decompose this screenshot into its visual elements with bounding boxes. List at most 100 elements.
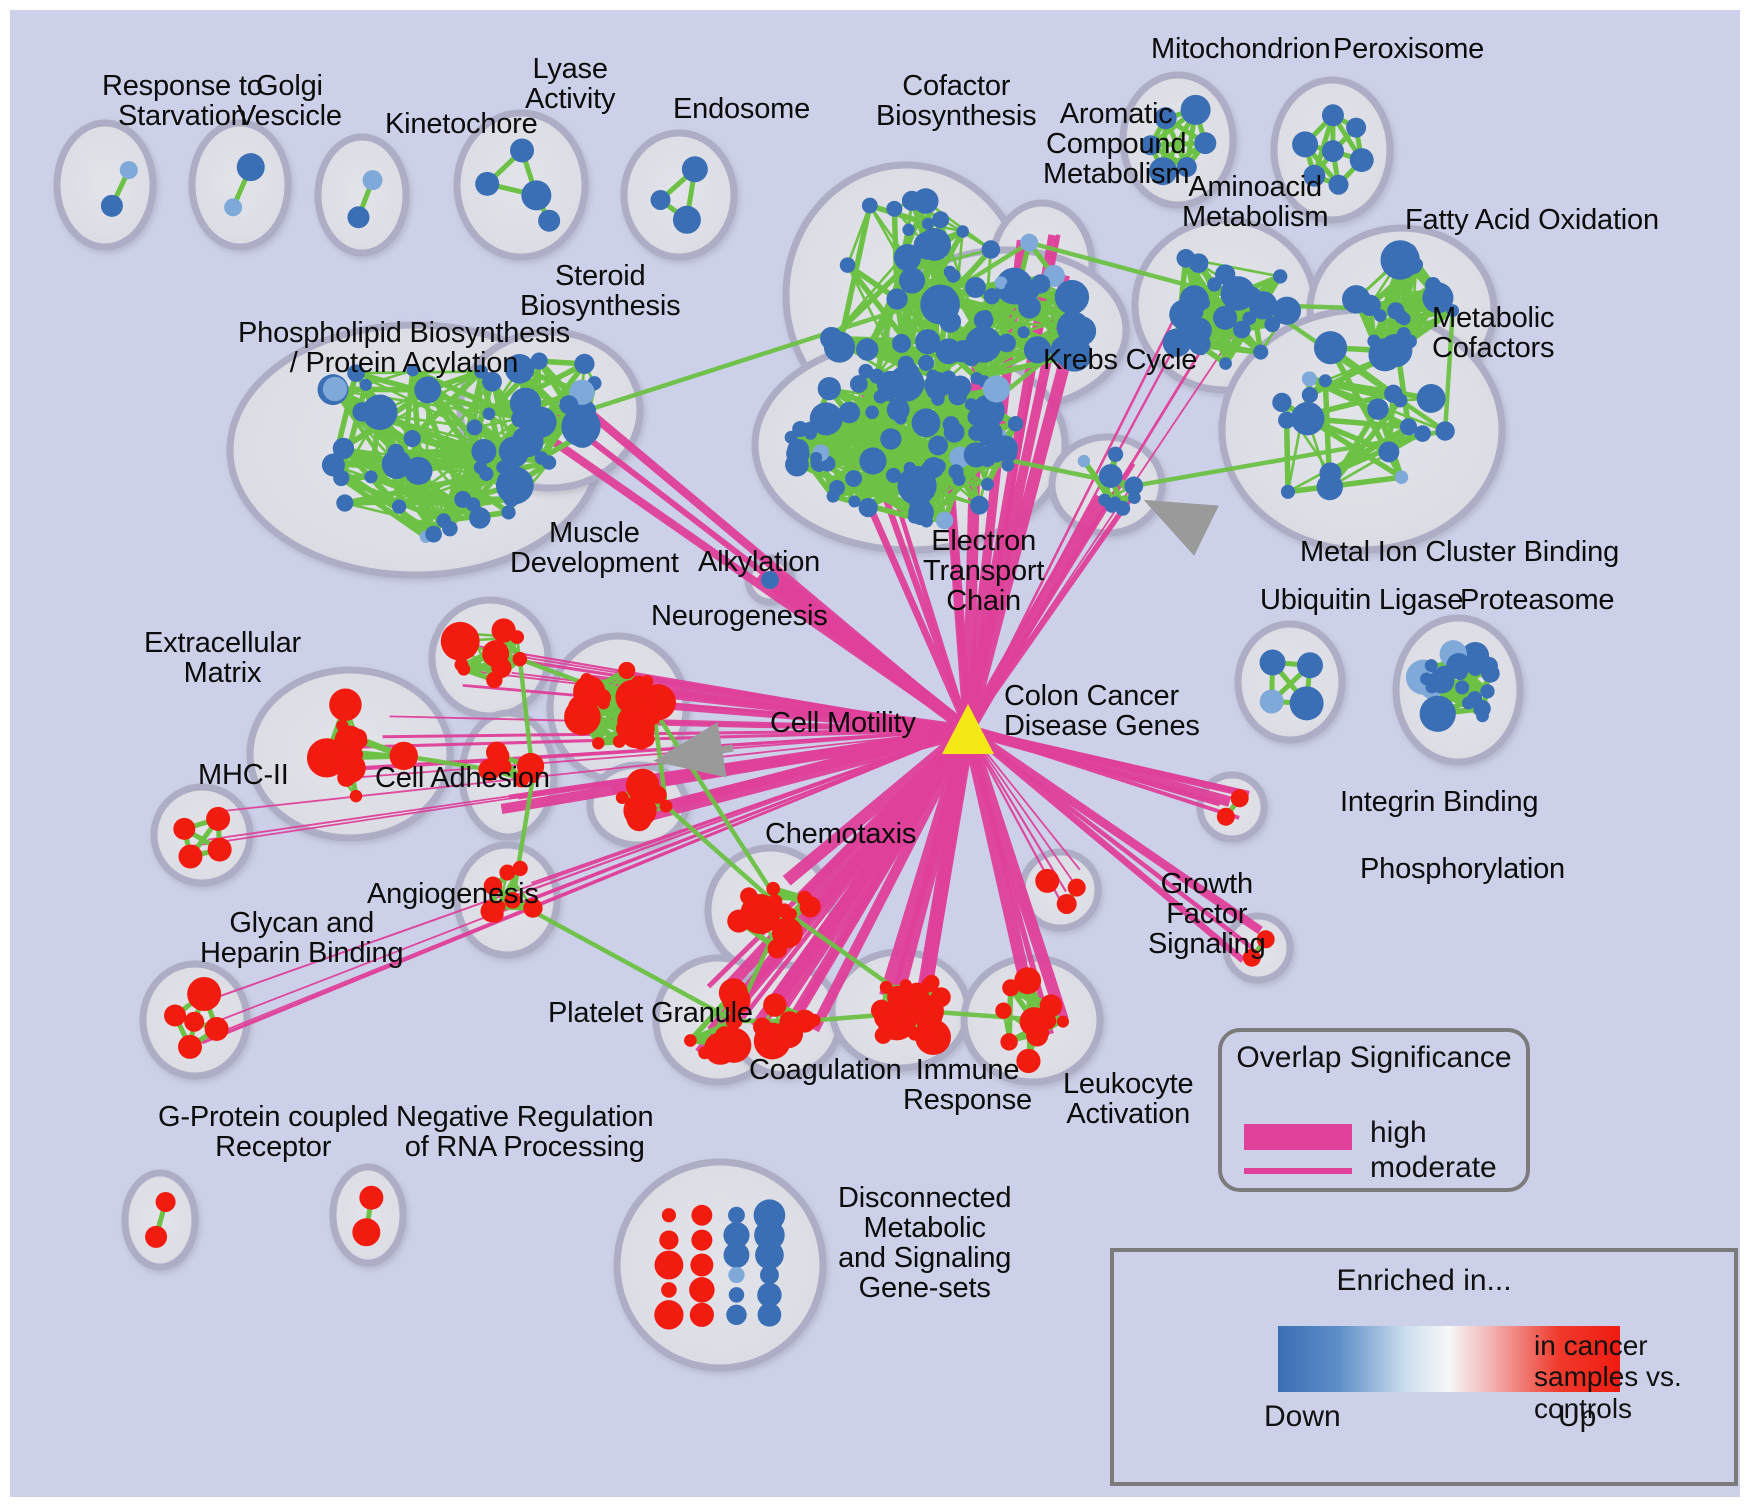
gene-set-node[interactable] [848, 495, 861, 508]
gene-set-node[interactable] [970, 372, 983, 385]
gene-set-node[interactable] [1296, 652, 1323, 679]
gene-set-node[interactable] [1004, 277, 1032, 305]
gene-set-node[interactable] [347, 206, 370, 229]
gene-set-node[interactable] [580, 672, 593, 686]
gene-set-node[interactable] [486, 671, 503, 689]
gene-set-node[interactable] [236, 153, 265, 182]
gene-set-node[interactable] [1054, 279, 1090, 315]
gene-set-node[interactable] [482, 371, 502, 392]
gene-set-node[interactable] [483, 876, 503, 896]
gene-set-node[interactable] [931, 392, 945, 406]
gene-set-node[interactable] [672, 205, 701, 234]
gene-set-node[interactable] [616, 718, 637, 740]
gene-set-node[interactable] [513, 771, 530, 788]
gene-set-node[interactable] [525, 406, 557, 438]
gene-set-node[interactable] [469, 507, 491, 529]
gene-set-node[interactable] [932, 211, 950, 229]
gene-set-node[interactable] [530, 352, 548, 370]
gene-set-node[interactable] [1067, 878, 1086, 897]
gene-set-node[interactable] [1399, 418, 1418, 436]
gene-set-node[interactable] [1480, 684, 1495, 699]
gene-set-node[interactable] [803, 421, 817, 435]
gene-set-node[interactable] [728, 1206, 745, 1224]
gene-set-node[interactable] [1259, 689, 1284, 714]
gene-set-node[interactable] [329, 688, 362, 722]
gene-set-node[interactable] [1026, 1024, 1049, 1047]
gene-set-node[interactable] [893, 243, 922, 272]
gene-set-node[interactable] [759, 1265, 779, 1285]
gene-set-node[interactable] [1394, 310, 1409, 324]
gene-set-node[interactable] [689, 1277, 715, 1303]
gene-set-node[interactable] [995, 1002, 1012, 1019]
gene-set-node[interactable] [918, 354, 935, 371]
cluster-ellipse-disconnected-metabolic-signaling[interactable] [613, 1158, 827, 1372]
gene-set-node[interactable] [1321, 104, 1344, 127]
gene-set-node[interactable] [1020, 233, 1039, 252]
gene-set-node[interactable] [728, 1287, 745, 1303]
gene-set-node[interactable] [119, 161, 138, 180]
gene-set-node[interactable] [187, 977, 222, 1012]
gene-set-node[interactable] [1001, 458, 1015, 472]
gene-set-node[interactable] [1321, 140, 1344, 163]
gene-set-node[interactable] [856, 338, 879, 361]
gene-set-node[interactable] [838, 401, 861, 424]
gene-set-node[interactable] [1232, 320, 1251, 339]
gene-set-node[interactable] [1434, 665, 1455, 686]
gene-set-node[interactable] [1188, 333, 1211, 355]
gene-set-node[interactable] [887, 991, 902, 1006]
gene-set-node[interactable] [691, 1204, 713, 1226]
gene-set-node[interactable] [1180, 94, 1211, 125]
gene-set-node[interactable] [942, 377, 961, 396]
gene-set-node[interactable] [1280, 484, 1296, 499]
cluster-ellipse-kinetochore[interactable] [314, 133, 410, 257]
gene-set-node[interactable] [336, 753, 366, 783]
gene-set-node[interactable] [1014, 967, 1042, 995]
gene-set-node[interactable] [178, 1034, 203, 1059]
cluster-ellipse-response-to-starvation[interactable] [53, 119, 157, 251]
gene-set-node[interactable] [569, 421, 596, 448]
gene-set-node[interactable] [718, 978, 748, 1008]
hub-node-colon-cancer-disease-genes[interactable] [942, 704, 994, 754]
gene-set-node[interactable] [1124, 476, 1144, 496]
gene-set-node[interactable] [618, 661, 636, 680]
gene-set-node[interactable] [364, 470, 378, 484]
gene-set-node[interactable] [1256, 930, 1275, 949]
gene-set-node[interactable] [845, 470, 863, 487]
gene-set-node[interactable] [1213, 305, 1238, 330]
gene-set-node[interactable] [498, 436, 529, 466]
cluster-ellipse-golgi-vescicle[interactable] [188, 119, 292, 251]
gene-set-node[interactable] [499, 864, 516, 881]
gene-set-node[interactable] [629, 675, 649, 695]
gene-set-node[interactable] [886, 288, 908, 310]
gene-set-node[interactable] [826, 489, 840, 503]
gene-set-node[interactable] [740, 887, 758, 905]
gene-set-node[interactable] [921, 217, 934, 230]
gene-set-node[interactable] [1050, 335, 1081, 365]
gene-set-node[interactable] [1425, 277, 1441, 293]
gene-set-node[interactable] [1230, 789, 1249, 808]
gene-set-node[interactable] [969, 495, 989, 515]
gene-set-node[interactable] [1467, 691, 1483, 707]
gene-set-node[interactable] [1289, 686, 1324, 721]
gene-set-node[interactable] [899, 979, 912, 992]
gene-set-node[interactable] [414, 376, 442, 404]
gene-set-node[interactable] [1416, 384, 1446, 413]
gene-set-node[interactable] [1056, 1015, 1069, 1028]
gene-set-node[interactable] [661, 1208, 677, 1223]
gene-set-node[interactable] [574, 353, 595, 374]
gene-set-node[interactable] [403, 429, 421, 448]
gene-set-node[interactable] [810, 451, 823, 464]
gene-set-node[interactable] [1264, 316, 1281, 333]
gene-set-node[interactable] [1176, 157, 1197, 178]
gene-set-node[interactable] [336, 494, 354, 512]
gene-set-node[interactable] [1107, 446, 1124, 462]
gene-set-node[interactable] [1400, 243, 1417, 261]
gene-set-node[interactable] [495, 466, 534, 505]
gene-set-node[interactable] [786, 441, 810, 466]
gene-set-node[interactable] [918, 228, 951, 261]
gene-set-node[interactable] [690, 1253, 714, 1277]
gene-set-node[interactable] [886, 200, 903, 217]
gene-set-node[interactable] [1162, 328, 1192, 357]
gene-set-node[interactable] [757, 1282, 782, 1308]
gene-set-node[interactable] [939, 310, 962, 333]
